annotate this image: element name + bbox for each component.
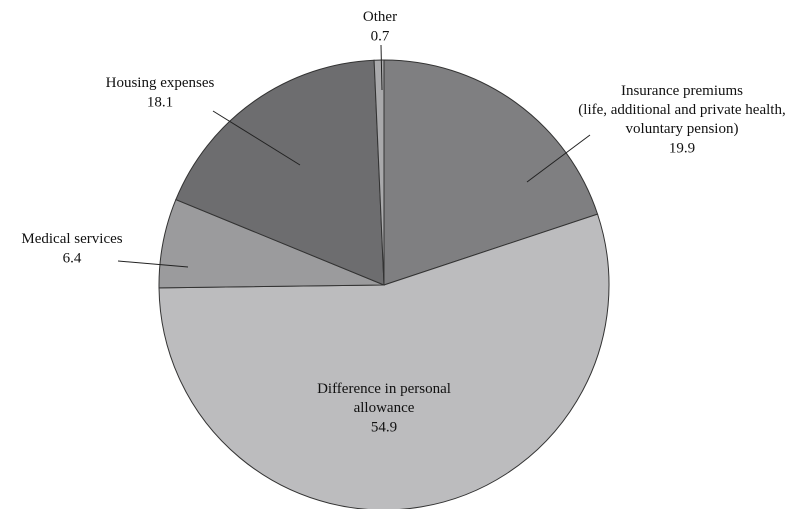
label-line: Housing expenses [106,75,215,91]
value-label: 6.4 [63,250,82,266]
slice-label: Difference in personal allowance [317,381,451,416]
label-line: Difference in personal [317,381,451,397]
pie-slice [158,213,610,509]
leader-line [380,44,383,91]
label-line: Other [363,9,397,25]
pie-slice [383,59,599,286]
pie-slice [175,59,385,286]
label-line: allowance [354,400,415,416]
slice-label: Insurance premiums (life, additional and … [578,83,785,137]
label-line: Medical services [21,231,122,247]
value-label: 18.1 [147,94,173,110]
value-label: 19.9 [669,140,695,156]
leader-line [117,260,189,268]
label-line: (life, additional and private health, [578,102,785,118]
slice-label: Medical services [21,231,122,247]
pie-slice [373,59,385,286]
value-label: 54.9 [371,419,397,435]
value-label: 0.7 [371,28,390,44]
leader-line [212,110,301,166]
leader-line [526,134,591,183]
slice-label: Housing expenses [106,75,215,91]
slice-label: Other [363,9,397,25]
label-line: Insurance premiums [621,83,743,99]
label-line: voluntary pension) [626,121,739,137]
